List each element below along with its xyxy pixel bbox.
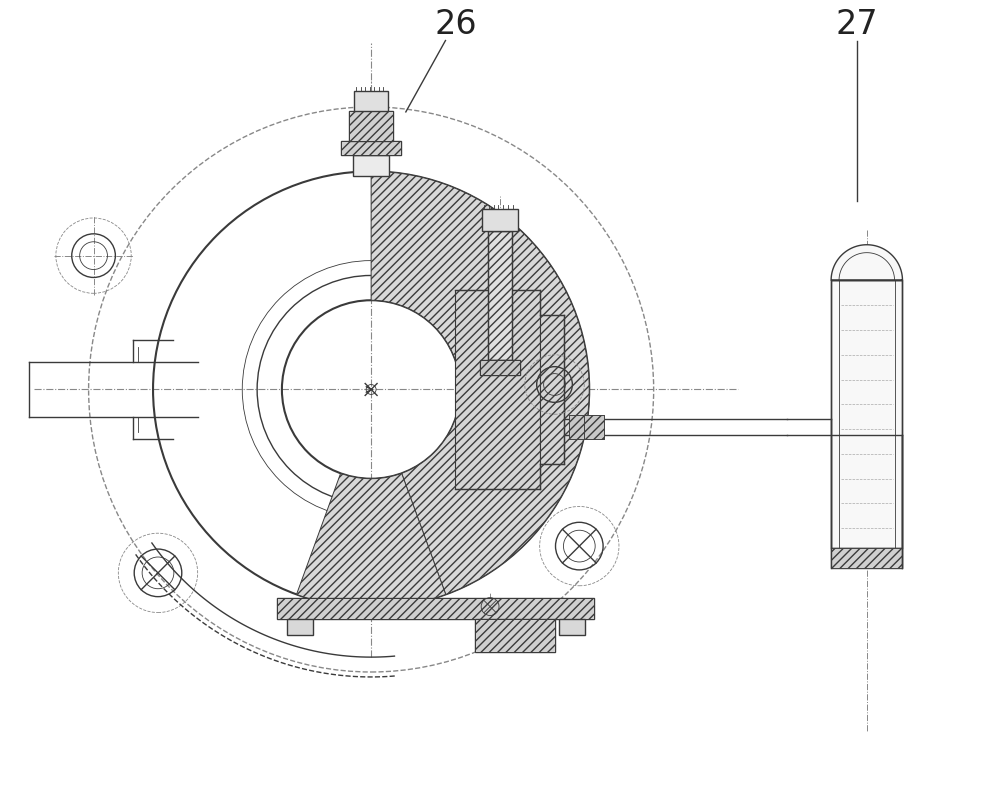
Bar [480,360,520,375]
Polygon shape [475,619,555,652]
Bar [341,141,401,155]
Bar [353,155,389,176]
Bar [349,111,393,141]
Polygon shape [455,290,540,489]
Bar [584,415,604,439]
Bar [839,281,895,548]
Polygon shape [297,473,446,608]
Polygon shape [831,548,902,568]
Bar [277,597,594,619]
Bar [831,281,902,548]
Text: 26: 26 [434,8,477,41]
Polygon shape [584,415,604,439]
Bar [287,619,313,635]
Bar [569,415,589,439]
Bar [831,548,902,568]
Text: 27: 27 [836,8,878,41]
Bar [475,619,555,652]
Bar [559,619,585,635]
Polygon shape [349,111,393,141]
Polygon shape [540,315,564,464]
Polygon shape [277,597,594,619]
Bar [482,209,518,231]
Polygon shape [371,171,589,594]
Polygon shape [831,244,902,281]
Polygon shape [569,415,589,439]
Polygon shape [480,360,520,375]
Bar [354,91,388,111]
Polygon shape [488,231,512,360]
Polygon shape [341,141,401,155]
